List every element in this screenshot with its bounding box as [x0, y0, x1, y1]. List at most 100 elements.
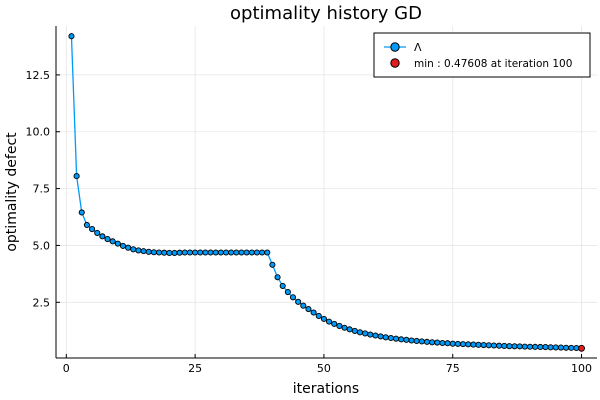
data-point — [202, 249, 209, 256]
data-point — [439, 339, 446, 347]
y-tick-label: 12.5 — [26, 69, 51, 82]
data-point — [367, 331, 374, 338]
data-point — [212, 249, 219, 256]
x-tick-label: 25 — [188, 362, 202, 375]
data-point — [125, 244, 132, 251]
data-point — [89, 226, 96, 233]
data-point — [537, 343, 544, 351]
data-point — [423, 338, 431, 345]
data-point — [413, 337, 420, 344]
data-point — [310, 309, 317, 316]
data-point — [300, 302, 307, 309]
data-point — [305, 306, 312, 313]
data-point — [326, 318, 333, 325]
data-point — [362, 330, 369, 337]
x-tick-label: 50 — [317, 362, 331, 375]
y-tick-label: 5.0 — [33, 239, 51, 252]
data-point — [563, 344, 570, 351]
data-point — [331, 320, 338, 327]
data-point — [408, 337, 415, 344]
data-point — [279, 282, 286, 289]
data-point — [109, 238, 116, 245]
tick-labels: 0 25 50 75 100 2.5 5.0 7.5 10.0 12.5 — [26, 69, 593, 375]
data-point — [155, 249, 163, 256]
data-point — [346, 326, 353, 333]
data-point — [243, 249, 250, 256]
data-point — [94, 229, 101, 236]
data-point — [176, 249, 183, 256]
data-point — [228, 249, 235, 256]
data-point — [135, 247, 142, 254]
series-layer — [68, 33, 585, 352]
data-point — [192, 249, 199, 256]
data-point — [511, 343, 518, 350]
data-point — [351, 327, 358, 334]
data-point — [99, 233, 106, 240]
data-point — [274, 274, 281, 281]
legend-min-marker — [390, 58, 400, 68]
data-point — [496, 342, 503, 349]
x-tick-label: 0 — [63, 362, 70, 375]
data-point — [207, 249, 214, 256]
data-point — [264, 249, 271, 256]
y-axis-label: optimality defect — [4, 132, 20, 252]
data-point — [526, 343, 534, 350]
data-point — [248, 249, 255, 256]
data-point — [547, 344, 554, 351]
data-point — [552, 344, 559, 351]
data-point — [238, 249, 245, 256]
data-point — [454, 340, 461, 347]
data-point — [161, 249, 168, 256]
data-point — [114, 240, 121, 247]
legend-min-label: min : 0.47608 at iteration 100 — [414, 58, 572, 70]
data-point — [166, 249, 173, 256]
data-point — [253, 249, 260, 256]
data-point — [382, 334, 389, 341]
y-tick-label: 10.0 — [26, 126, 51, 139]
data-point — [393, 335, 400, 342]
data-point — [171, 249, 178, 256]
y-tick-label: 7.5 — [33, 183, 51, 196]
data-point — [68, 33, 75, 40]
data-point — [315, 312, 322, 319]
data-point — [449, 340, 456, 347]
data-point — [444, 340, 451, 347]
data-point — [387, 334, 394, 342]
data-point — [485, 342, 492, 349]
data-point — [465, 341, 472, 348]
data-point — [459, 341, 467, 348]
data-point — [284, 289, 291, 296]
data-point — [398, 336, 405, 343]
data-point — [217, 249, 224, 256]
data-point — [501, 342, 508, 349]
data-point — [269, 261, 276, 268]
data-point — [516, 343, 523, 350]
data-point — [104, 236, 111, 243]
data-point — [130, 246, 137, 253]
data-point — [186, 249, 194, 256]
data-point — [480, 341, 487, 349]
data-point — [341, 324, 348, 331]
data-point — [557, 344, 564, 351]
data-point — [233, 249, 240, 256]
data-point — [259, 249, 266, 256]
min-point — [578, 344, 585, 352]
chart-title: optimality history GD — [230, 3, 422, 24]
data-point — [434, 339, 441, 346]
data-point — [403, 336, 410, 343]
data-point — [475, 341, 482, 348]
data-point — [542, 344, 549, 351]
x-axis-label: iterations — [293, 381, 359, 397]
axes — [55, 26, 597, 359]
data-point — [372, 332, 379, 339]
data-point — [532, 343, 539, 350]
data-point — [470, 341, 477, 348]
data-point — [289, 294, 297, 301]
data-point — [320, 315, 327, 322]
data-point — [83, 221, 90, 229]
data-point — [73, 173, 80, 180]
data-point — [119, 242, 127, 249]
legend: Λ min : 0.47608 at iteration 100 — [373, 32, 591, 78]
data-point — [78, 209, 85, 216]
